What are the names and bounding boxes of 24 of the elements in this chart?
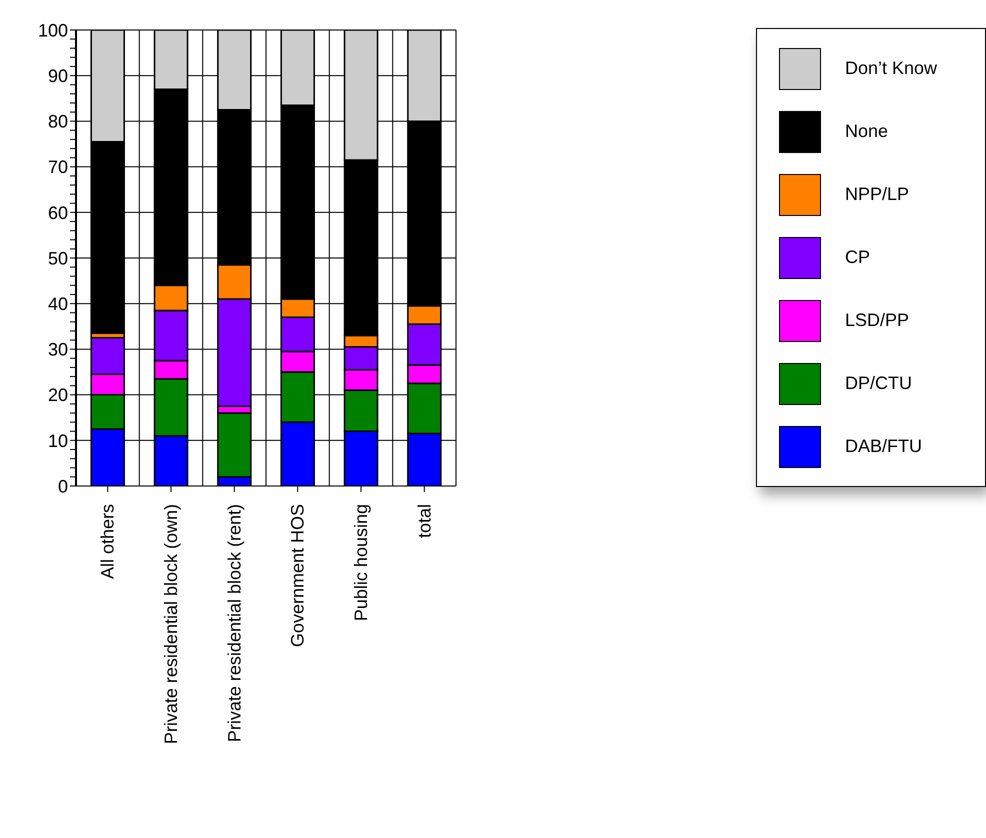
y-tick-label: 90 bbox=[48, 66, 68, 86]
x-tick-label: total bbox=[414, 504, 434, 538]
legend-label: Don’t Know bbox=[845, 58, 938, 79]
y-tick-label: 100 bbox=[38, 20, 68, 40]
x-tick-label: All others bbox=[98, 504, 118, 580]
y-tick-label: 70 bbox=[48, 157, 68, 178]
x-tick-label: Public housing bbox=[351, 504, 371, 622]
y-tick-label: 0 bbox=[58, 476, 68, 496]
x-tick-label: Government HOS bbox=[288, 504, 308, 648]
y-tick-label: 60 bbox=[48, 202, 68, 223]
legend-label: CP bbox=[845, 247, 870, 268]
y-tick-label: 30 bbox=[48, 340, 68, 360]
x-tick-label: Private residential block (own) bbox=[161, 504, 181, 744]
legend-label: LSD/PP bbox=[845, 310, 910, 331]
legend-label: DAB/FTU bbox=[845, 436, 922, 457]
y-tick-label: 40 bbox=[48, 294, 68, 314]
x-tick-label: Private residential block (rent) bbox=[224, 504, 244, 742]
legend-label: NPP/LP bbox=[845, 184, 910, 205]
y-tick-label: 10 bbox=[48, 430, 68, 451]
legend-label: DP/CTU bbox=[845, 373, 912, 394]
y-tick-label: 20 bbox=[48, 385, 68, 406]
y-tick-label: 80 bbox=[48, 112, 68, 132]
legend-label: None bbox=[845, 121, 888, 142]
y-tick-label: 50 bbox=[48, 248, 68, 268]
